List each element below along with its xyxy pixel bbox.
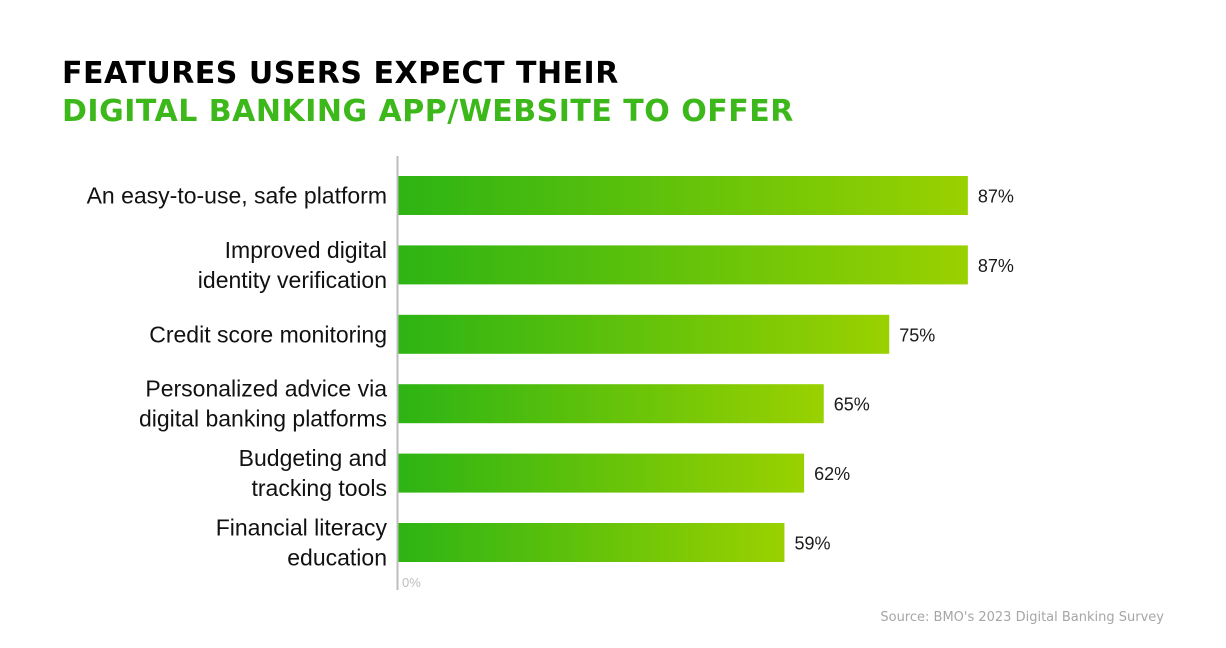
- category-label: Financial literacy: [216, 515, 388, 541]
- category-label: education: [287, 545, 387, 571]
- bar: [398, 384, 824, 424]
- bar: [398, 453, 805, 493]
- category-label: Personalized advice via: [145, 376, 387, 402]
- chart-title-line-2: DIGITAL BANKING APP/WEBSITE TO OFFER: [62, 94, 794, 129]
- bar: [398, 176, 968, 215]
- category-label: An easy-to-use, safe platform: [87, 183, 387, 209]
- category-label: tracking tools: [251, 475, 387, 501]
- x-tick-label: 0%: [402, 575, 421, 590]
- chart-title-line-1: FEATURES USERS EXPECT THEIR: [62, 56, 619, 91]
- category-label: Credit score monitoring: [149, 321, 387, 347]
- source-note: Source: BMO's 2023 Digital Banking Surve…: [880, 610, 1164, 625]
- bar-value-label: 59%: [794, 534, 830, 554]
- bar-value-label: 87%: [978, 256, 1014, 276]
- category-label: digital banking platforms: [139, 406, 387, 432]
- bar-value-label: 87%: [978, 187, 1014, 207]
- bar: [398, 245, 968, 285]
- bar: [398, 314, 890, 354]
- category-label: identity verification: [198, 267, 387, 293]
- bar-value-label: 75%: [899, 325, 935, 345]
- bar: [398, 523, 785, 562]
- bar-value-label: 62%: [814, 464, 850, 484]
- category-label: Improved digital: [225, 237, 387, 263]
- bar-value-label: 65%: [834, 395, 870, 415]
- category-label: Budgeting and: [239, 445, 387, 471]
